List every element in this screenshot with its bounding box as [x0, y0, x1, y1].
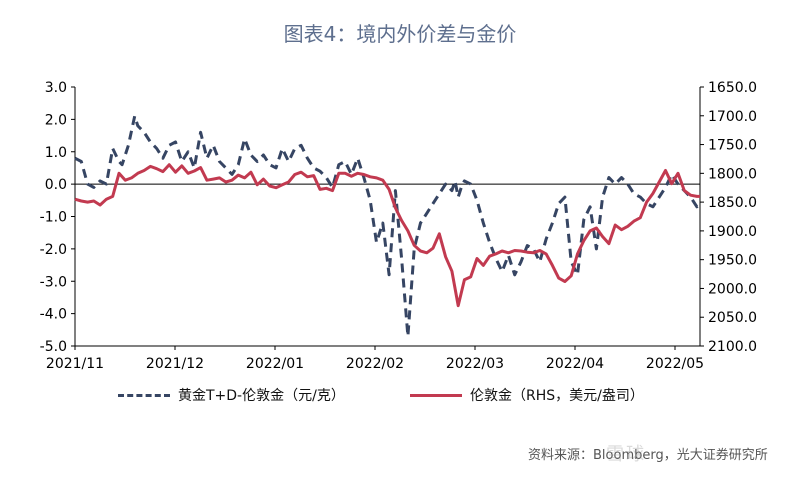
left-tick-label: -1.0: [40, 210, 67, 226]
x-tick-label: 2021/12: [146, 356, 204, 372]
x-tick-label: 2022/04: [546, 356, 604, 372]
legend-swatch-dashed: [118, 393, 170, 397]
chart-series-layer: [74, 114, 702, 338]
chart-tick-labels: 3.0 2.0 1.0 0.0 -1.0 -2.0 -3.0 -4.0 -5.0 1650.0 17…: [40, 80, 757, 372]
legend-item-gold: 伦敦金（RHS，美元/盎司）: [410, 382, 644, 408]
right-tick-label: 1750.0: [708, 138, 757, 154]
legend-label-gold: 伦敦金（RHS，美元/盎司）: [470, 388, 644, 404]
watermark: 雪球: [606, 444, 646, 465]
right-tick-label: 1650.0: [708, 80, 757, 96]
x-tick-label: 2022/01: [246, 356, 304, 372]
right-tick-label: 1900.0: [708, 224, 757, 240]
left-tick-label: -2.0: [40, 242, 67, 258]
right-tick-label: 2000.0: [708, 281, 757, 297]
x-tick-label: 2021/11: [46, 356, 104, 372]
chart-legend: 黄金T+D-伦敦金（元/克） 伦敦金（RHS，美元/盎司）: [118, 382, 718, 408]
series-line-premium: [74, 114, 702, 338]
series-line-gold: [74, 163, 700, 308]
left-tick-label: -5.0: [40, 339, 67, 355]
left-tick-label: -4.0: [40, 307, 67, 323]
right-tick-label: 2100.0: [708, 339, 757, 355]
legend-label-premium: 黄金T+D-伦敦金（元/克）: [178, 388, 345, 404]
legend-item-premium: 黄金T+D-伦敦金（元/克）: [118, 382, 345, 408]
legend-swatch-solid: [410, 393, 462, 397]
left-tick-label: 2.0: [45, 112, 67, 128]
x-tick-label: 2022/02: [346, 356, 404, 372]
right-tick-label: 1800.0: [708, 166, 757, 182]
x-tick-label: 2022/03: [446, 356, 504, 372]
left-tick-label: 0.0: [45, 177, 67, 193]
chart-axes: [71, 86, 704, 350]
left-tick-label: -3.0: [40, 274, 67, 290]
chart-title: 图表4：境内外价差与金价: [283, 22, 517, 46]
left-tick-label: 1.0: [45, 145, 67, 161]
source-note: 资料来源：Bloomberg，光大证券研究所: [528, 448, 768, 463]
left-tick-label: 3.0: [45, 80, 67, 96]
right-tick-label: 2050.0: [708, 310, 757, 326]
right-tick-label: 1850.0: [708, 195, 757, 211]
right-tick-label: 1950.0: [708, 253, 757, 269]
right-tick-label: 1700.0: [708, 109, 757, 125]
x-tick-label: 2022/05: [646, 356, 704, 372]
